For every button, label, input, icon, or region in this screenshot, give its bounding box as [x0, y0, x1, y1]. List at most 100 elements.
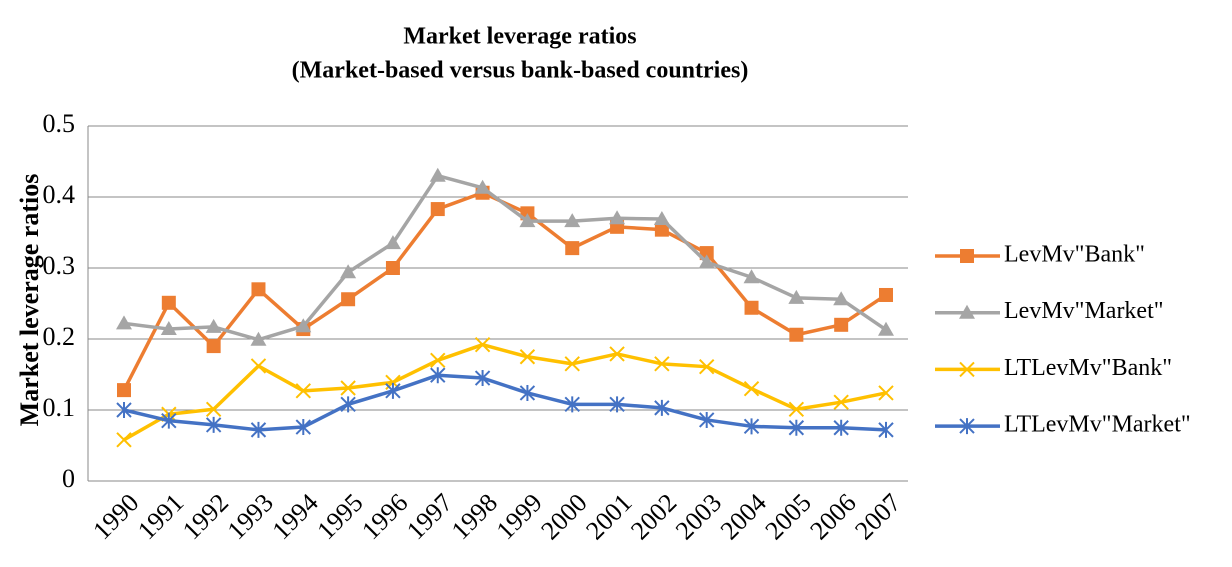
marker — [743, 380, 760, 397]
marker — [698, 411, 715, 428]
marker — [295, 318, 312, 333]
marker — [160, 321, 177, 336]
marker — [384, 235, 401, 250]
x-tick-label: 2007 — [849, 488, 906, 545]
x-tick-label: 2006 — [804, 488, 861, 545]
series-line — [123, 342, 887, 442]
marker — [654, 399, 670, 416]
marker — [698, 358, 715, 375]
marker — [341, 292, 356, 307]
marker — [250, 421, 267, 438]
legend-label: LTLevMv"Bank" — [1004, 355, 1172, 381]
marker — [959, 361, 975, 378]
marker — [251, 282, 266, 297]
x-tick-label: 1998 — [446, 488, 503, 545]
x-tick-label: 1994 — [266, 488, 323, 545]
x-tick-label: 2001 — [580, 488, 637, 545]
marker — [250, 358, 267, 374]
x-tick-label: 2005 — [760, 488, 817, 545]
x-tick-label: 1991 — [132, 488, 189, 545]
legend-label: LTLevMv"Market" — [1004, 412, 1191, 438]
marker — [960, 249, 974, 263]
marker — [833, 419, 849, 436]
marker — [205, 318, 222, 333]
chart-subtitle: (Market-based versus bank-based countrie… — [292, 58, 749, 84]
y-tick-label: 0.3 — [43, 251, 76, 280]
marker — [116, 432, 132, 448]
series-line — [123, 373, 887, 432]
marker — [161, 412, 177, 429]
marker — [878, 385, 894, 401]
marker — [474, 370, 491, 387]
marker — [117, 383, 131, 398]
marker — [609, 396, 625, 413]
marker — [878, 421, 894, 438]
x-tick-label: 2000 — [535, 488, 592, 545]
marker — [429, 167, 446, 182]
marker — [743, 269, 760, 284]
marker — [698, 254, 715, 269]
marker — [385, 261, 400, 275]
marker — [205, 401, 222, 417]
marker — [205, 416, 222, 433]
marker — [519, 213, 536, 228]
marker — [430, 367, 446, 384]
y-tick-label: 0 — [62, 464, 75, 493]
marker — [879, 287, 893, 302]
x-tick-label: 1996 — [356, 488, 413, 545]
marker — [564, 356, 580, 372]
x-tick-label: 1999 — [491, 488, 548, 545]
x-tick-label: 2004 — [715, 488, 772, 545]
marker — [340, 380, 356, 396]
x-tick-label: 2003 — [670, 488, 727, 545]
marker — [340, 264, 357, 279]
marker — [788, 419, 805, 436]
marker — [206, 339, 221, 354]
marker — [340, 396, 356, 413]
x-tick-label: 2002 — [625, 488, 682, 545]
marker — [564, 213, 581, 228]
marker — [789, 327, 804, 342]
marker — [250, 331, 267, 346]
marker — [834, 317, 849, 332]
marker — [878, 321, 894, 336]
chart-title: Market leverage ratios — [403, 24, 636, 50]
marker — [609, 210, 626, 225]
y-tick-label: 0.5 — [43, 109, 76, 138]
marker — [788, 289, 805, 304]
marker — [116, 402, 132, 418]
marker — [565, 241, 580, 256]
marker — [295, 419, 312, 436]
x-tick-label: 1997 — [401, 488, 458, 545]
marker — [653, 211, 670, 226]
marker — [116, 315, 132, 330]
marker — [654, 356, 670, 372]
x-tick-label: 1992 — [177, 488, 234, 545]
series-line — [122, 190, 887, 391]
y-tick-label: 0.4 — [43, 180, 76, 209]
y-tick-label: 0.1 — [43, 393, 76, 422]
marker — [654, 222, 669, 237]
marker — [430, 202, 445, 217]
marker — [519, 349, 536, 365]
marker — [788, 401, 805, 417]
marker — [959, 304, 975, 319]
marker — [519, 384, 536, 401]
x-tick-label: 1993 — [222, 488, 279, 545]
marker — [744, 300, 759, 315]
legend-label: LevMv"Market" — [1004, 298, 1164, 324]
marker — [430, 352, 446, 369]
marker — [385, 382, 401, 399]
x-tick-label: 1995 — [311, 488, 368, 545]
marker — [295, 383, 312, 399]
marker — [743, 418, 760, 435]
marker — [833, 291, 850, 306]
marker — [609, 346, 625, 362]
y-axis-label: Market leverage ratios — [15, 174, 44, 427]
marker — [833, 394, 849, 410]
legend-label: LevMv"Bank" — [1004, 242, 1145, 268]
x-tick-label: 1990 — [87, 488, 144, 545]
y-tick-label: 0.2 — [43, 322, 76, 351]
series-line — [123, 173, 887, 342]
